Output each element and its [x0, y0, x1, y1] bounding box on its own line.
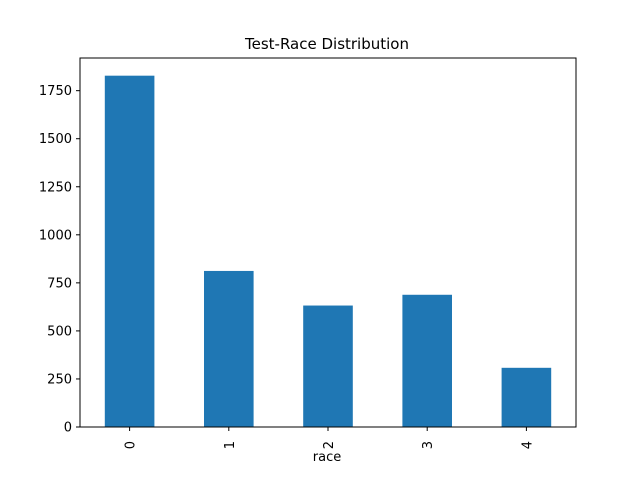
bar-3 [402, 294, 452, 427]
plot-frame [79, 57, 577, 428]
y-tick-label: 500 [47, 324, 72, 339]
x-tick-label: 2 [322, 441, 337, 449]
x-axis-ticks: 0 1 2 3 4 [124, 427, 535, 449]
bar-4 [501, 367, 552, 427]
y-tick-label: 750 [47, 276, 72, 291]
y-axis-ticks: 0 250 500 750 1000 1250 1500 1750 [39, 84, 80, 436]
y-tick-label: 1250 [39, 180, 72, 195]
bar-1 [204, 270, 254, 427]
y-tick-label: 1750 [39, 84, 72, 99]
x-tick-label: 3 [421, 441, 436, 449]
x-tick-label: 1 [223, 441, 238, 449]
y-tick-label: 1000 [39, 228, 72, 243]
x-tick-label: 4 [520, 441, 535, 449]
y-tick-label: 250 [47, 372, 72, 387]
bar-0 [104, 75, 155, 428]
x-axis-label: race [313, 450, 341, 465]
bar-2 [303, 305, 353, 427]
y-tick-label: 0 [64, 421, 72, 436]
chart-title: Test-Race Distribution [244, 35, 409, 53]
bars-group [104, 75, 552, 428]
x-tick-label: 0 [124, 441, 139, 449]
y-tick-label: 1500 [39, 132, 72, 147]
